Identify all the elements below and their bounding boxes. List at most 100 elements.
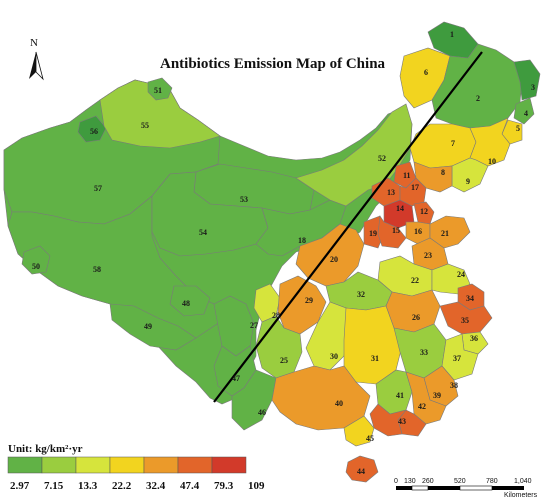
region-51: [147, 77, 173, 101]
region-label-5: 5: [516, 124, 520, 133]
region-label-58: 58: [93, 265, 101, 274]
north-arrow-icon: N: [29, 37, 44, 81]
region-label-33: 33: [420, 348, 428, 357]
region-label-49: 49: [144, 322, 152, 331]
region-label-13: 13: [387, 188, 395, 197]
region-label-7: 7: [451, 139, 455, 148]
region-label-38: 38: [450, 381, 458, 390]
region-35: [439, 301, 493, 335]
region-48: [169, 285, 211, 317]
region-44: [345, 455, 379, 483]
region-label-36: 36: [470, 334, 478, 343]
legend-value: 7.15: [44, 480, 64, 492]
region-label-12: 12: [420, 207, 428, 216]
region-20: [295, 223, 365, 287]
region-12: [413, 201, 435, 225]
region-label-35: 35: [461, 316, 469, 325]
legend-value: 13.3: [78, 480, 98, 492]
scale-tick-label: 520: [454, 478, 466, 485]
legend-value: 47.4: [180, 480, 200, 492]
region-50: [21, 245, 51, 275]
region-10: [469, 117, 511, 167]
legend-title: Unit: kg/km²·yr: [8, 443, 83, 455]
region-label-14: 14: [396, 204, 404, 213]
legend-value: 79.3: [214, 480, 234, 492]
scale-tick-labels: 0 130 260 520 780 1,040: [394, 478, 532, 485]
region-15: [377, 215, 407, 249]
region-label-28: 28: [272, 311, 280, 320]
region-label-6: 6: [424, 68, 428, 77]
region-9: [451, 157, 489, 193]
region-label-46: 46: [258, 408, 266, 417]
region-39: [405, 371, 447, 425]
region-label-19: 19: [369, 229, 377, 238]
region-label-48: 48: [182, 299, 190, 308]
scale-tick-label: 260: [422, 478, 434, 485]
region-label-24: 24: [457, 270, 465, 279]
region-label-54: 54: [199, 228, 207, 237]
north-label: N: [30, 37, 38, 49]
region-label-10: 10: [488, 157, 496, 166]
region-label-45: 45: [366, 434, 374, 443]
region-label-32: 32: [357, 290, 365, 299]
hu-line: [213, 51, 483, 403]
region-43: [369, 403, 407, 437]
region-label-50: 50: [32, 262, 40, 271]
region-49: [109, 303, 197, 351]
region-label-29: 29: [305, 296, 313, 305]
region-label-31: 31: [371, 354, 379, 363]
region-label-34: 34: [466, 294, 474, 303]
region-label-43: 43: [398, 417, 406, 426]
region-label-47: 47: [232, 374, 240, 383]
region-label-53: 53: [240, 195, 248, 204]
legend-swatch: [143, 456, 179, 474]
region-label-17: 17: [411, 183, 419, 192]
region-label-8: 8: [441, 168, 445, 177]
legend-value: 2.97: [10, 480, 30, 492]
region-45: [343, 415, 375, 447]
region-label-11: 11: [403, 171, 411, 180]
region-label-23: 23: [424, 251, 432, 260]
region-label-21: 21: [441, 229, 449, 238]
legend-value: 109: [248, 480, 265, 492]
region-label-57: 57: [94, 184, 102, 193]
legend-swatches: [7, 456, 247, 474]
region-40: [271, 365, 371, 431]
legend-swatch: [109, 456, 145, 474]
region-label-51: 51: [154, 86, 162, 95]
region-label-56: 56: [90, 127, 98, 136]
region-label-4: 4: [524, 109, 528, 118]
region-label-37: 37: [453, 354, 461, 363]
region-label-25: 25: [280, 356, 288, 365]
region-4: [513, 97, 535, 125]
region-label-20: 20: [330, 255, 338, 264]
scale-tick-label: 130: [404, 478, 416, 485]
scale-bar: 0 130 260 520 780 1,040 Kilometers: [394, 478, 538, 499]
legend-values: 2.97 7.15 13.3 22.2 32.4 47.4 79.3 109: [10, 480, 265, 492]
region-label-30: 30: [330, 352, 338, 361]
region-labels: 1 2 3 4 5 6 7 8 9 10 11 12 13 14 15 16 1…: [32, 30, 535, 476]
scale-tick-label: 780: [486, 478, 498, 485]
region-label-15: 15: [392, 226, 400, 235]
region-label-3: 3: [531, 83, 535, 92]
region-label-55: 55: [141, 121, 149, 130]
region-label-18: 18: [298, 236, 306, 245]
scale-tick-label: 0: [394, 478, 398, 485]
region-label-52: 52: [378, 154, 386, 163]
scale-tick-label: 1,040: [514, 478, 532, 485]
legend-value: 22.2: [112, 480, 132, 492]
legend-swatch: [7, 456, 43, 474]
region-label-9: 9: [466, 177, 470, 186]
region-label-41: 41: [396, 391, 404, 400]
legend-value: 32.4: [146, 480, 166, 492]
region-label-44: 44: [357, 467, 365, 476]
region-label-42: 42: [418, 402, 426, 411]
region-label-16: 16: [414, 227, 422, 236]
legend: Unit: kg/km²·yr 2.97 7.15 13.3 22.2 32.4 47.4…: [7, 443, 265, 492]
region-label-2: 2: [476, 94, 480, 103]
region-55: [99, 79, 221, 149]
scale-unit: Kilometers: [504, 492, 538, 499]
legend-swatch: [75, 456, 111, 474]
